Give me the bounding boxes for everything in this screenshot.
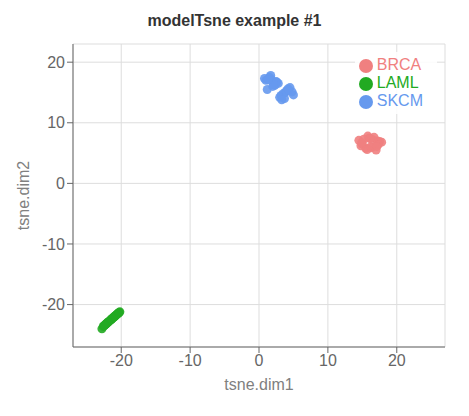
svg-text:-10: -10 bbox=[179, 352, 202, 369]
html-text:LAML: LAML bbox=[376, 74, 419, 91]
svg-text:20: 20 bbox=[388, 352, 406, 369]
svg-text:10: 10 bbox=[319, 352, 337, 369]
svg-text:tsne.dim1: tsne.dim1 bbox=[224, 376, 293, 393]
svg-text:tsne.dim2: tsne.dim2 bbox=[15, 161, 32, 230]
svg-text:-20: -20 bbox=[42, 296, 65, 313]
svg-text:20: 20 bbox=[47, 54, 65, 71]
html-text:BRCA: BRCA bbox=[376, 56, 422, 73]
html-text:SKCM: SKCM bbox=[376, 92, 423, 109]
svg-text:0: 0 bbox=[56, 175, 65, 192]
svg-text:-10: -10 bbox=[42, 236, 65, 253]
svg-text:-20: -20 bbox=[110, 352, 133, 369]
svg-text:10: 10 bbox=[47, 114, 65, 131]
svg-text:0: 0 bbox=[255, 352, 264, 369]
html-text:modelTsne example #1: modelTsne example #1 bbox=[147, 12, 322, 29]
